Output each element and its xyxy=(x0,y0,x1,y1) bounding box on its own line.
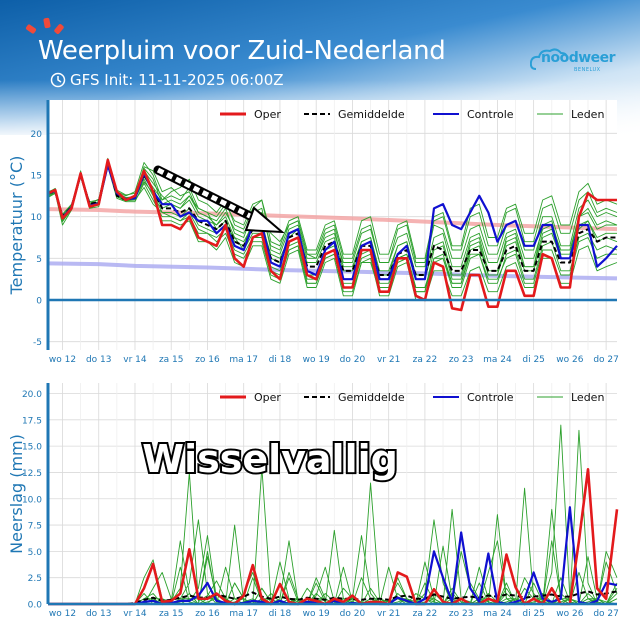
precip-x-tick-label: zo 23 xyxy=(449,609,474,619)
climate-min-line xyxy=(47,261,618,281)
clock-icon xyxy=(50,72,66,88)
precip-x-tick-label: di 18 xyxy=(269,609,292,619)
leden-series-line xyxy=(47,157,617,288)
precip-x-tick-label: do 20 xyxy=(340,609,366,619)
precip-y-tick-label: 20.0 xyxy=(22,390,42,400)
precip-x-tick-label: zo 16 xyxy=(195,609,220,619)
precip-y-tick-label: 12.5 xyxy=(22,469,42,479)
legend-oper-label: Oper xyxy=(254,391,281,404)
page-title: Weerpluim voor Zuid-Nederland xyxy=(38,36,446,66)
trend-arrow-icon xyxy=(153,165,285,234)
precip-x-tick-label: ma 24 xyxy=(483,609,512,619)
leden-series-line xyxy=(47,164,617,280)
annotation-wisselvallig: Wisselvallig xyxy=(142,437,398,481)
precip-y-tick-label: 10.0 xyxy=(22,495,42,505)
legend-gemiddelde-label: Gemiddelde xyxy=(338,108,405,121)
temp-x-tick-label: wo 26 xyxy=(556,355,583,365)
precip-x-tick-label: wo 12 xyxy=(49,609,76,619)
noodweer-logo xyxy=(530,48,569,70)
logo-text: noodweer xyxy=(541,50,616,66)
precip-x-tick-label: vr 14 xyxy=(123,609,147,619)
temp-y-tick-label: 10 xyxy=(31,213,43,223)
temp-x-tick-label: wo 19 xyxy=(303,355,330,365)
temp-y-tick-label: 0 xyxy=(36,297,42,307)
temp-x-tick-label: ma 17 xyxy=(229,355,258,365)
sun-rays-icon xyxy=(25,17,64,34)
temp-x-tick-label: za 15 xyxy=(159,355,184,365)
logo-sub: BENELUX xyxy=(574,67,601,73)
precip-y-tick-label: 17.5 xyxy=(22,416,42,426)
temp-x-tick-label: vr 14 xyxy=(123,355,147,365)
temp-x-tick-label: do 20 xyxy=(340,355,366,365)
precip-x-tick-label: vr 21 xyxy=(377,609,400,619)
temp-x-tick-label: zo 16 xyxy=(195,355,220,365)
temp-x-tick-label: vr 21 xyxy=(377,355,400,365)
temp-y-tick-label: 20 xyxy=(31,130,43,140)
legend-controle-label: Controle xyxy=(467,391,514,404)
precip-x-tick-label: wo 19 xyxy=(303,609,330,619)
temp-x-tick-label: di 25 xyxy=(522,355,545,365)
trend-arrow-outline xyxy=(153,165,267,227)
legend-leden-label: Leden xyxy=(571,108,604,121)
precip-chart: 0.0 2.5 5.0 7.5 10.0 12.5 15.0 17.5 20.0 wo 12 do … xyxy=(7,383,619,619)
precip-x-tick-label: do 27 xyxy=(593,609,619,619)
temp-x-tick-label: do 13 xyxy=(86,355,112,365)
temp-x-tick-label: do 27 xyxy=(593,355,619,365)
temp-y-tick-label: 5 xyxy=(36,255,42,265)
temp-y-tick-label: 15 xyxy=(31,172,42,182)
temp-y-tick-label: -5 xyxy=(33,338,42,348)
precip-x-tick-label: di 25 xyxy=(522,609,545,619)
temp-x-tick-label: za 22 xyxy=(413,355,438,365)
precip-legend: Oper Gemiddelde Controle Leden xyxy=(220,391,604,404)
legend-controle-label: Controle xyxy=(467,108,514,121)
precip-y-tick-label: 5.0 xyxy=(28,548,43,558)
precip-x-tick-label: za 15 xyxy=(159,609,184,619)
init-text: GFS Init: 11-11-2025 06:00Z xyxy=(70,71,284,89)
precip-x-tick-label: za 22 xyxy=(413,609,438,619)
temp-y-axis-label: Temperatuur (°C) xyxy=(7,156,26,296)
temp-legend: Oper Gemiddelde Controle Leden xyxy=(220,108,604,121)
temp-x-tick-label: di 18 xyxy=(269,355,292,365)
oper-series-line xyxy=(47,158,617,312)
temp-chart: -5 0 5 10 15 20 wo 12 do 13 vr 14 za 15 zo 16 ma 17… xyxy=(7,100,619,365)
precip-x-tick-label: ma 17 xyxy=(229,609,258,619)
legend-gemiddelde-label: Gemiddelde xyxy=(338,391,405,404)
precip-y-axis-label: Neerslag (mm) xyxy=(7,434,26,554)
temp-x-tick-label: wo 12 xyxy=(49,355,76,365)
climate-max-line xyxy=(47,207,618,232)
trend-arrow-head xyxy=(244,206,285,234)
precip-x-tick-label: do 13 xyxy=(86,609,112,619)
precip-y-tick-label: 2.5 xyxy=(28,574,42,584)
precip-y-tick-label: 0.0 xyxy=(28,601,43,611)
precip-y-tick-label: 7.5 xyxy=(28,522,42,532)
precip-y-tick-label: 15.0 xyxy=(22,443,42,453)
leden-series-line xyxy=(47,162,618,288)
legend-oper-label: Oper xyxy=(254,108,281,121)
temp-x-tick-label: ma 24 xyxy=(483,355,512,365)
precip-x-tick-label: wo 26 xyxy=(556,609,583,619)
temp-x-tick-label: zo 23 xyxy=(449,355,474,365)
init-line: GFS Init: 11-11-2025 06:00Z xyxy=(50,71,284,89)
legend-leden-label: Leden xyxy=(571,391,604,404)
trend-arrow-dash xyxy=(156,167,260,223)
